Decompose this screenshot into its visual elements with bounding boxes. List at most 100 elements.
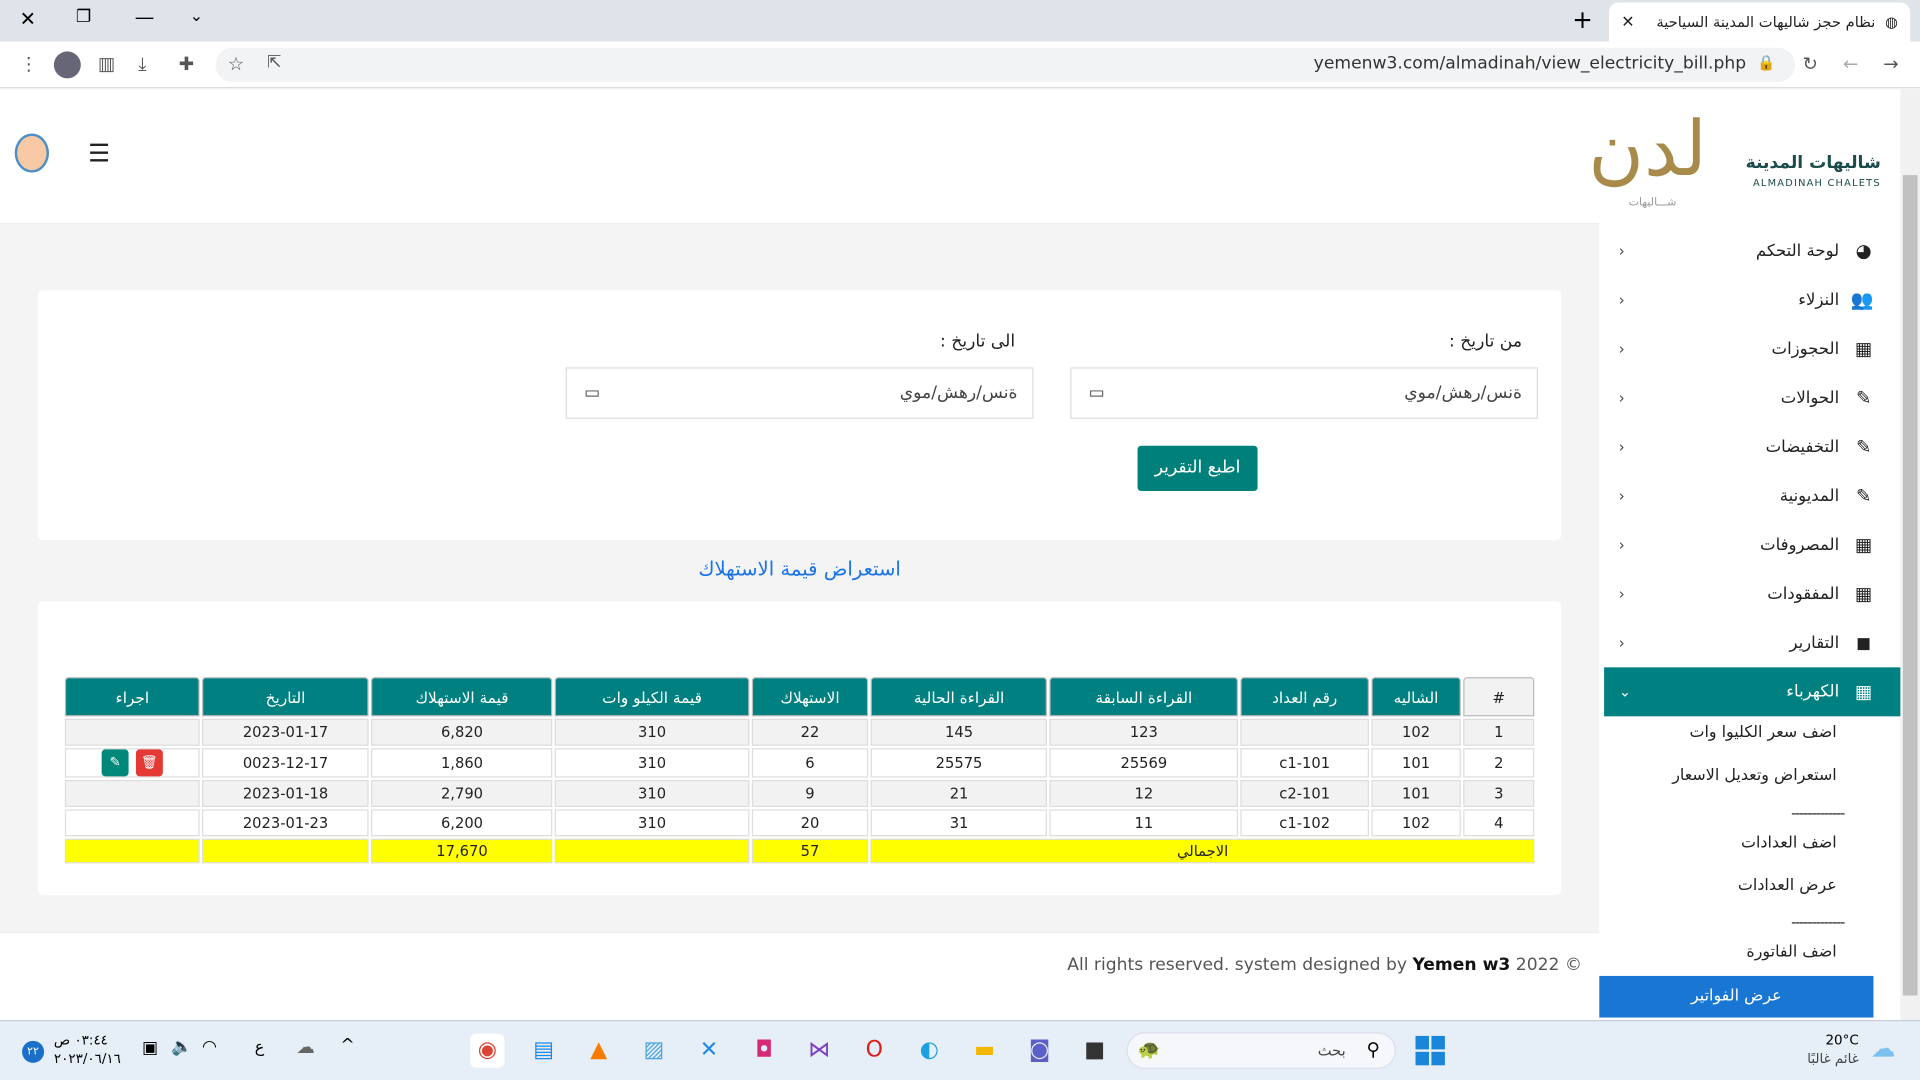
column-header[interactable]: الاستهلاك xyxy=(751,677,869,717)
weather-icon[interactable]: ☁ xyxy=(1871,1033,1896,1063)
new-tab-icon[interactable]: + xyxy=(1572,4,1593,35)
vlc-taskbar-icon[interactable]: ▲ xyxy=(590,1037,608,1063)
download-icon[interactable]: ⤓ xyxy=(138,52,147,75)
table-cell: 2023-01-23 xyxy=(202,809,369,837)
submenu-item[interactable]: اضف الفاتورة xyxy=(1746,942,1837,962)
star-icon[interactable]: ☆ xyxy=(227,52,245,75)
file-explorer-taskbar-icon[interactable]: ▬ xyxy=(974,1037,995,1063)
footer-brand-link[interactable]: Yemen w3 xyxy=(1412,955,1511,975)
column-header[interactable]: القراءة الحالية xyxy=(870,677,1048,717)
column-header[interactable]: القراءة السابقة xyxy=(1049,677,1239,717)
sidebar-icon[interactable]: ▥ xyxy=(97,52,116,75)
calendar-icon[interactable]: ▭ xyxy=(584,383,601,403)
tab-search-icon[interactable]: ⌄ xyxy=(189,7,204,26)
table-cell: c1-101 xyxy=(1240,748,1369,778)
submenu-item[interactable]: اضف العدادات xyxy=(1741,833,1837,853)
back-icon[interactable]: ← xyxy=(1842,52,1859,75)
share-icon[interactable]: ⇱ xyxy=(266,52,282,73)
sidebar-item[interactable]: ✎ التخفيضات ‹ xyxy=(1604,422,1900,471)
hamburger-menu-icon[interactable]: ☰ xyxy=(88,138,111,168)
chevron-left-icon: ‹ xyxy=(1618,242,1625,260)
column-header[interactable]: رقم العداد xyxy=(1240,677,1369,717)
instagram-taskbar-icon[interactable]: ◘ xyxy=(755,1037,773,1063)
globe-icon: ◍ xyxy=(1885,13,1898,31)
column-header[interactable]: الشاليه xyxy=(1371,677,1461,717)
terminal-taskbar-icon[interactable]: ■ xyxy=(1084,1037,1106,1063)
sidebar: لدن شـــاليهات شاليهات المدينة ALMADINAH… xyxy=(1588,89,1901,1021)
sidebar-item[interactable]: ▦ الكهرباء ⌄ xyxy=(1604,667,1901,717)
column-header[interactable]: قيمة الاستهلاك xyxy=(371,677,553,717)
to-date-input[interactable]: ▭ ةنس/رهش/موي xyxy=(565,367,1034,419)
extensions-icon[interactable]: ✚ xyxy=(178,52,195,75)
calendar-icon[interactable]: ▭ xyxy=(1088,383,1105,403)
turtle-icon: 🐢 xyxy=(1137,1038,1161,1061)
opera-taskbar-icon[interactable]: O xyxy=(865,1037,883,1063)
column-header[interactable]: اجراء xyxy=(64,677,200,717)
table-cell: 6,820 xyxy=(371,718,553,746)
taskbar-search[interactable]: 🐢 بحث ⚲ xyxy=(1126,1032,1396,1069)
chevron-down-icon: ⌄ xyxy=(1618,683,1632,701)
forward-icon[interactable]: → xyxy=(1883,52,1899,75)
from-date-input[interactable]: ▭ ةنس/رهش/موي xyxy=(1070,367,1538,419)
notification-badge[interactable]: ٢٢ xyxy=(22,1040,45,1063)
column-header[interactable]: قيمة الكيلو وات xyxy=(555,677,750,717)
column-header[interactable]: التاريخ xyxy=(202,677,369,717)
chevron-left-icon: ‹ xyxy=(1618,291,1625,309)
chevron-left-icon: ‹ xyxy=(1618,340,1625,358)
sidebar-item[interactable]: ◕ لوحة التحكم ‹ xyxy=(1604,227,1900,276)
show-hidden-icons-icon[interactable]: ^ xyxy=(340,1035,355,1056)
notepad-taskbar-icon[interactable]: ▤ xyxy=(533,1037,555,1063)
submenu-item[interactable]: استعراض وتعديل الاسعار xyxy=(1672,766,1837,785)
sidebar-item-label: المديونية xyxy=(1779,486,1840,506)
profile-avatar[interactable] xyxy=(53,51,81,79)
page-scrollbar[interactable] xyxy=(1900,89,1920,1021)
sidebar-item[interactable]: ▦ الحجوزات ‹ xyxy=(1604,324,1900,373)
submenu-item-active[interactable]: عرض الفواتير xyxy=(1599,975,1874,1018)
restore-icon[interactable]: ❐ xyxy=(75,7,92,27)
clock-time[interactable]: ٠٣:٤٤ ص xyxy=(53,1032,108,1049)
table-cell xyxy=(64,780,200,807)
table-cell: 2023-01-17 xyxy=(202,718,369,746)
user-avatar[interactable] xyxy=(14,133,49,173)
sidebar-item[interactable]: ✎ المديونية ‹ xyxy=(1604,471,1900,520)
column-header[interactable]: # xyxy=(1463,677,1535,717)
delete-icon[interactable]: 🗑 xyxy=(135,749,163,777)
language-indicator[interactable]: ع xyxy=(254,1038,265,1057)
weather-text[interactable]: غائم غالبًا xyxy=(1807,1050,1859,1067)
edit-icon[interactable]: ✎ xyxy=(101,749,129,777)
submenu-item[interactable]: عرض العدادات xyxy=(1737,876,1837,896)
address-bar[interactable]: yemenw3.com/almadinah/view_electricity_b… xyxy=(215,47,1796,83)
close-tab-icon[interactable]: ✕ xyxy=(1621,12,1635,32)
sidebar-item[interactable]: ◼ التقارير ‹ xyxy=(1604,618,1900,667)
visual-studio-taskbar-icon[interactable]: ⋈ xyxy=(808,1037,831,1063)
table-cell: 310 xyxy=(555,718,750,746)
battery-icon[interactable]: ▣ xyxy=(142,1038,159,1058)
menu-dots-icon[interactable]: ⋮ xyxy=(19,52,38,75)
table-cell: 123 xyxy=(1049,718,1239,746)
lock-icon[interactable]: 🔒 xyxy=(1757,53,1776,72)
onedrive-icon[interactable]: ☁ xyxy=(296,1035,315,1058)
volume-icon[interactable]: 🔈 xyxy=(171,1037,193,1057)
teams-taskbar-icon[interactable]: ◙ xyxy=(1028,1037,1051,1063)
start-button[interactable] xyxy=(1415,1035,1445,1066)
chrome-taskbar-icon[interactable]: ◉ xyxy=(470,1033,505,1068)
print-report-button[interactable]: اطبع التقرير xyxy=(1137,445,1258,492)
vscode-taskbar-icon[interactable]: ✕ xyxy=(699,1037,719,1063)
edge-taskbar-icon[interactable]: ◐ xyxy=(919,1037,940,1063)
table-cell: 2023-01-18 xyxy=(202,780,369,807)
reload-icon[interactable]: ↻ xyxy=(1802,52,1818,75)
browser-tab[interactable]: ◍ نظام حجز شاليهات المدينة السياحية ✕ xyxy=(1608,2,1911,42)
to-date-label: الى تاريخ : xyxy=(940,331,1016,352)
sidebar-item[interactable]: ▦ المصروفات ‹ xyxy=(1604,520,1900,569)
sidebar-item[interactable]: 👥 النزلاء ‹ xyxy=(1604,276,1900,325)
clock-date[interactable]: ٢٠٢٣/٠٦/١٦ xyxy=(53,1050,121,1067)
weather-temp[interactable]: 20°C xyxy=(1825,1032,1859,1049)
close-window-icon[interactable]: ✕ xyxy=(19,7,37,31)
submenu-item[interactable]: اضف سعر الكليوا وات xyxy=(1689,723,1837,743)
grid-icon: ▦ xyxy=(1854,337,1873,361)
sidebar-item[interactable]: ✎ الحوالات ‹ xyxy=(1604,373,1900,422)
monitor-taskbar-icon[interactable]: ▨ xyxy=(643,1037,665,1063)
wifi-icon[interactable]: ◠ xyxy=(202,1037,218,1057)
sidebar-item[interactable]: ▦ المفقودات ‹ xyxy=(1604,569,1900,618)
minimize-icon[interactable]: — xyxy=(134,4,155,29)
